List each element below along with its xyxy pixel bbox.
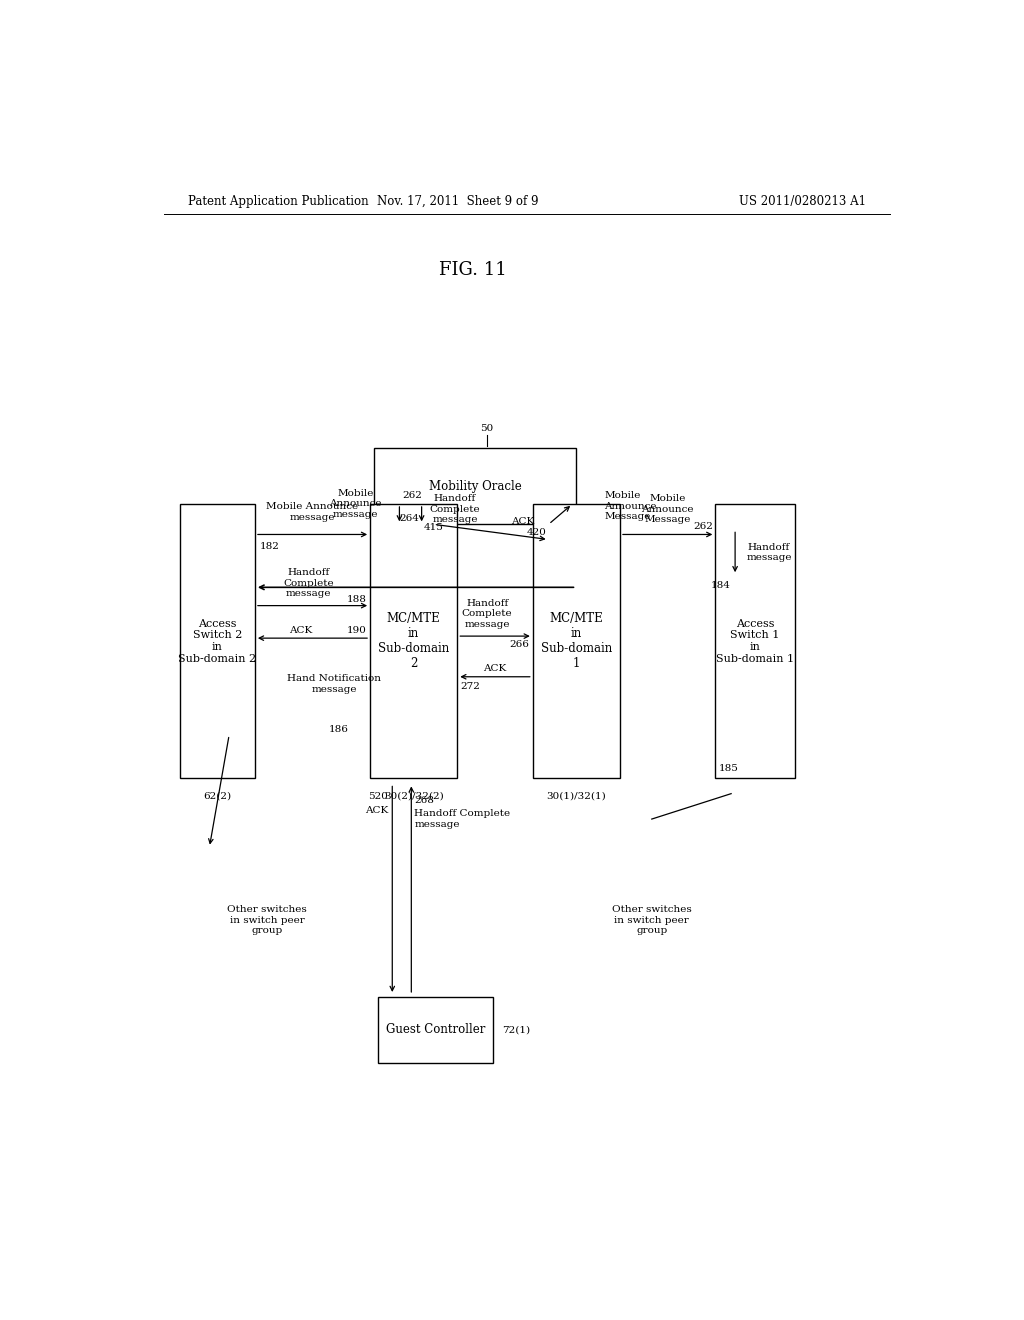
Text: Patent Application Publication: Patent Application Publication xyxy=(187,194,369,207)
Text: 268: 268 xyxy=(415,796,434,805)
Text: Mobility Oracle: Mobility Oracle xyxy=(429,479,521,492)
Text: 30(2)/32(2): 30(2)/32(2) xyxy=(384,792,443,801)
Text: 262: 262 xyxy=(693,521,713,531)
Text: Mobile
Announce
Message: Mobile Announce Message xyxy=(604,491,656,521)
Text: 415: 415 xyxy=(424,523,443,532)
Text: 520: 520 xyxy=(369,792,388,801)
Text: 50: 50 xyxy=(480,424,494,433)
Text: ACK: ACK xyxy=(289,626,312,635)
Text: Access
Switch 2
in
Sub-domain 2: Access Switch 2 in Sub-domain 2 xyxy=(178,619,256,664)
Text: Handoff
Complete
message: Handoff Complete message xyxy=(430,494,480,524)
Text: US 2011/0280213 A1: US 2011/0280213 A1 xyxy=(739,194,866,207)
Text: ACK: ACK xyxy=(511,517,535,527)
Text: 184: 184 xyxy=(712,581,731,590)
Text: 62(2): 62(2) xyxy=(203,792,231,801)
Text: Hand Notification
message: Hand Notification message xyxy=(288,675,381,693)
Text: 266: 266 xyxy=(510,640,529,648)
Text: 182: 182 xyxy=(260,543,280,552)
Text: 190: 190 xyxy=(347,626,367,635)
Text: Nov. 17, 2011  Sheet 9 of 9: Nov. 17, 2011 Sheet 9 of 9 xyxy=(377,194,538,207)
Text: Mobile
Announce
message: Mobile Announce message xyxy=(330,490,382,519)
Text: 264: 264 xyxy=(399,513,419,523)
Text: Other switches
in switch peer
group: Other switches in switch peer group xyxy=(612,906,691,936)
Text: 272: 272 xyxy=(461,682,480,692)
Bar xyxy=(374,447,577,524)
Bar xyxy=(715,504,795,779)
Text: Handoff
message: Handoff message xyxy=(748,543,793,562)
Text: Mobile Announce
message: Mobile Announce message xyxy=(266,503,358,521)
Text: 186: 186 xyxy=(329,725,348,734)
Text: Access
Switch 1
in
Sub-domain 1: Access Switch 1 in Sub-domain 1 xyxy=(716,619,794,664)
Text: Other switches
in switch peer
group: Other switches in switch peer group xyxy=(227,906,307,936)
Text: Handoff Complete
message: Handoff Complete message xyxy=(415,809,511,829)
Bar xyxy=(370,504,458,779)
Text: MC/MTE
in
Sub-domain
1: MC/MTE in Sub-domain 1 xyxy=(541,612,612,671)
Text: ACK: ACK xyxy=(483,664,507,673)
Text: 420: 420 xyxy=(527,528,547,537)
Bar xyxy=(532,504,621,779)
Text: Handoff
Complete
message: Handoff Complete message xyxy=(462,599,512,628)
Text: 185: 185 xyxy=(719,764,739,772)
Text: 262: 262 xyxy=(402,491,423,500)
Text: 188: 188 xyxy=(347,595,367,605)
Text: MC/MTE
in
Sub-domain
2: MC/MTE in Sub-domain 2 xyxy=(378,612,450,671)
Bar xyxy=(179,504,255,779)
Bar xyxy=(378,997,494,1063)
Text: 30(1)/32(1): 30(1)/32(1) xyxy=(547,792,606,801)
Text: Guest Controller: Guest Controller xyxy=(386,1023,485,1036)
Text: ACK: ACK xyxy=(365,807,388,816)
Text: FIG. 11: FIG. 11 xyxy=(439,261,507,280)
Text: Mobile
Announce
Message: Mobile Announce Message xyxy=(641,494,694,524)
Text: 72(1): 72(1) xyxy=(503,1026,530,1035)
Text: Handoff
Complete
message: Handoff Complete message xyxy=(284,569,334,598)
